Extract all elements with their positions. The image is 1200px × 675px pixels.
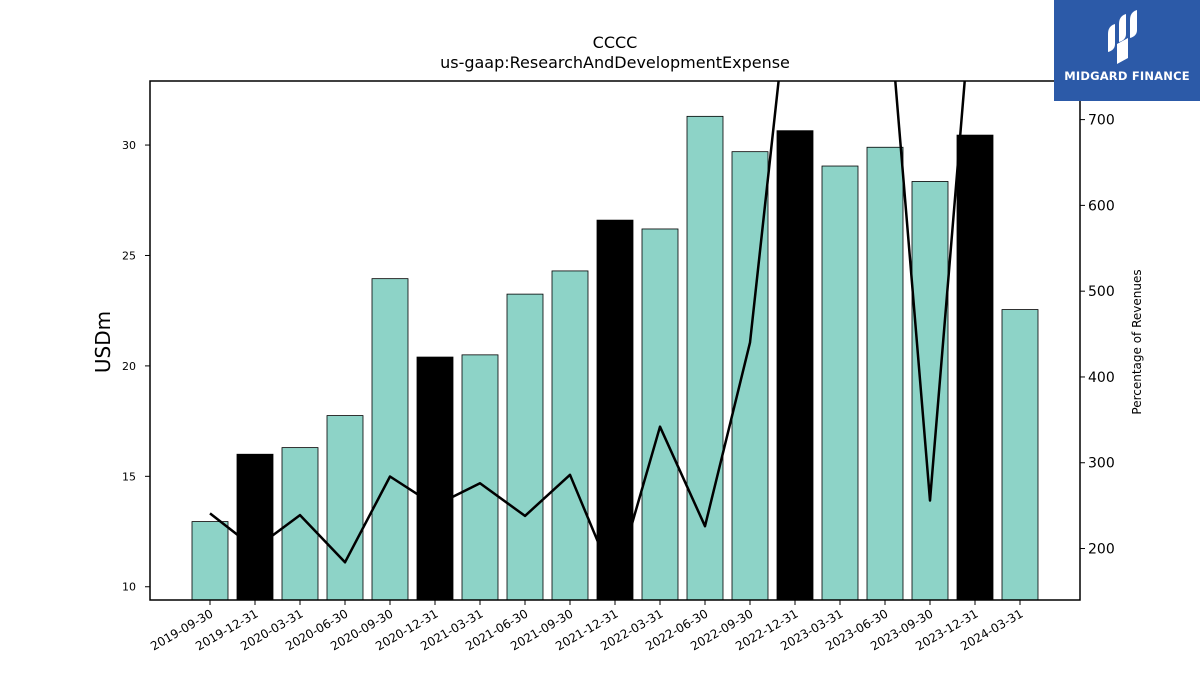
y-tick-label: 10 (122, 581, 136, 594)
y-axis-right: 200 300 400 500 600 700 (1080, 113, 1115, 558)
bar-2022-03-31 (641, 228, 679, 601)
bar-2019-09-30 (191, 521, 229, 601)
midgard-finance-logo: MIDGARD FINANCE (1054, 0, 1200, 101)
y-tick-label: 30 (122, 139, 136, 152)
chart-subtitle: us-gaap:ResearchAndDevelopmentExpense (440, 53, 790, 72)
y-tick-label: 25 (122, 249, 136, 262)
line-series (209, 81, 966, 585)
revenue-percentage-line (209, 81, 966, 585)
logo-text: MIDGARD FINANCE (1064, 69, 1190, 83)
bar-2019-12-31 (236, 453, 274, 601)
y-tick-label: 20 (122, 360, 136, 373)
bar-2023-09-30 (911, 181, 949, 601)
bar-2021-09-30 (551, 270, 589, 601)
y2-tick-label: 400 (1088, 370, 1115, 386)
y-axis-label: USDm (91, 311, 115, 373)
bar-series (191, 115, 1039, 601)
chart-title: CCCC (593, 33, 638, 52)
bar-2022-06-30 (686, 115, 724, 601)
bar-2020-12-31 (416, 356, 454, 601)
y2-tick-label: 700 (1088, 113, 1115, 129)
y2-axis-label: Percentage of Revenues (1130, 269, 1144, 414)
bar-2021-03-31 (461, 354, 499, 601)
y-tick-label: 15 (122, 470, 136, 483)
y2-tick-label: 600 (1088, 198, 1115, 214)
bar-2022-12-31 (776, 130, 814, 601)
x-axis: 2019-09-302019-12-312020-03-312020-06-30… (148, 600, 1026, 653)
y2-tick-label: 300 (1088, 456, 1115, 472)
bar-2020-06-30 (326, 415, 364, 601)
bar-2024-03-31 (1001, 309, 1039, 601)
bar-2023-03-31 (821, 165, 859, 601)
midgard-logo-icon (1108, 10, 1137, 64)
bar-2023-06-30 (866, 146, 904, 601)
bar-2021-06-30 (506, 293, 544, 601)
bar-2020-09-30 (371, 278, 409, 601)
y2-tick-label: 200 (1088, 542, 1115, 558)
y-axis-left: 10 15 20 25 30 (122, 139, 150, 594)
bar-2023-12-31 (956, 134, 994, 601)
y2-tick-label: 500 (1088, 284, 1115, 300)
